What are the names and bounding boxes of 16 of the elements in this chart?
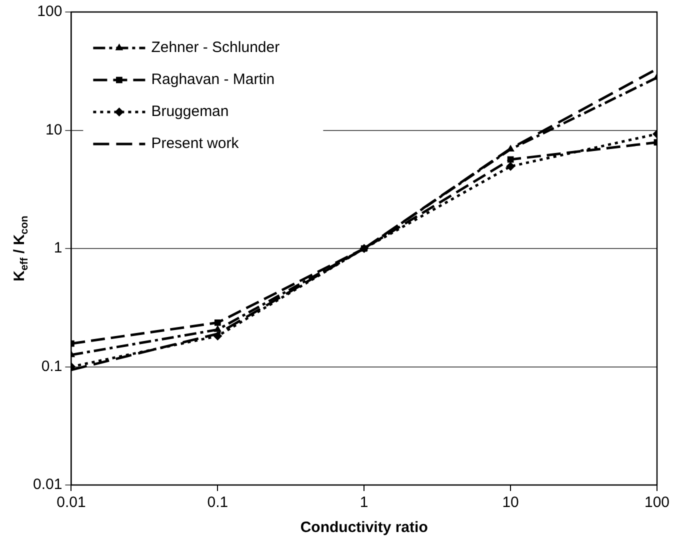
x-axis-title: Conductivity ratio (300, 519, 428, 536)
y-axis-title: Keff / Kcon (11, 216, 30, 282)
y-tick-label: 10 (46, 121, 62, 138)
legend-label: Present work (151, 135, 240, 152)
legend-label: Bruggeman (151, 103, 229, 120)
legend-label: Zehner - Schlunder (151, 39, 280, 56)
x-tick-label: 0.01 (56, 494, 86, 512)
y-tick-label: 0.1 (41, 358, 62, 375)
y-tick-label: 1 (54, 240, 62, 257)
x-tick-label: 0.1 (207, 494, 228, 512)
legend-label: Raghavan - Martin (151, 71, 275, 88)
x-tick-label: 1 (360, 494, 368, 512)
y-tick-label: 100 (37, 3, 62, 20)
y-tick-label: 0.01 (32, 476, 62, 494)
x-tick-label: 100 (644, 494, 670, 512)
x-tick-label: 10 (502, 494, 519, 512)
